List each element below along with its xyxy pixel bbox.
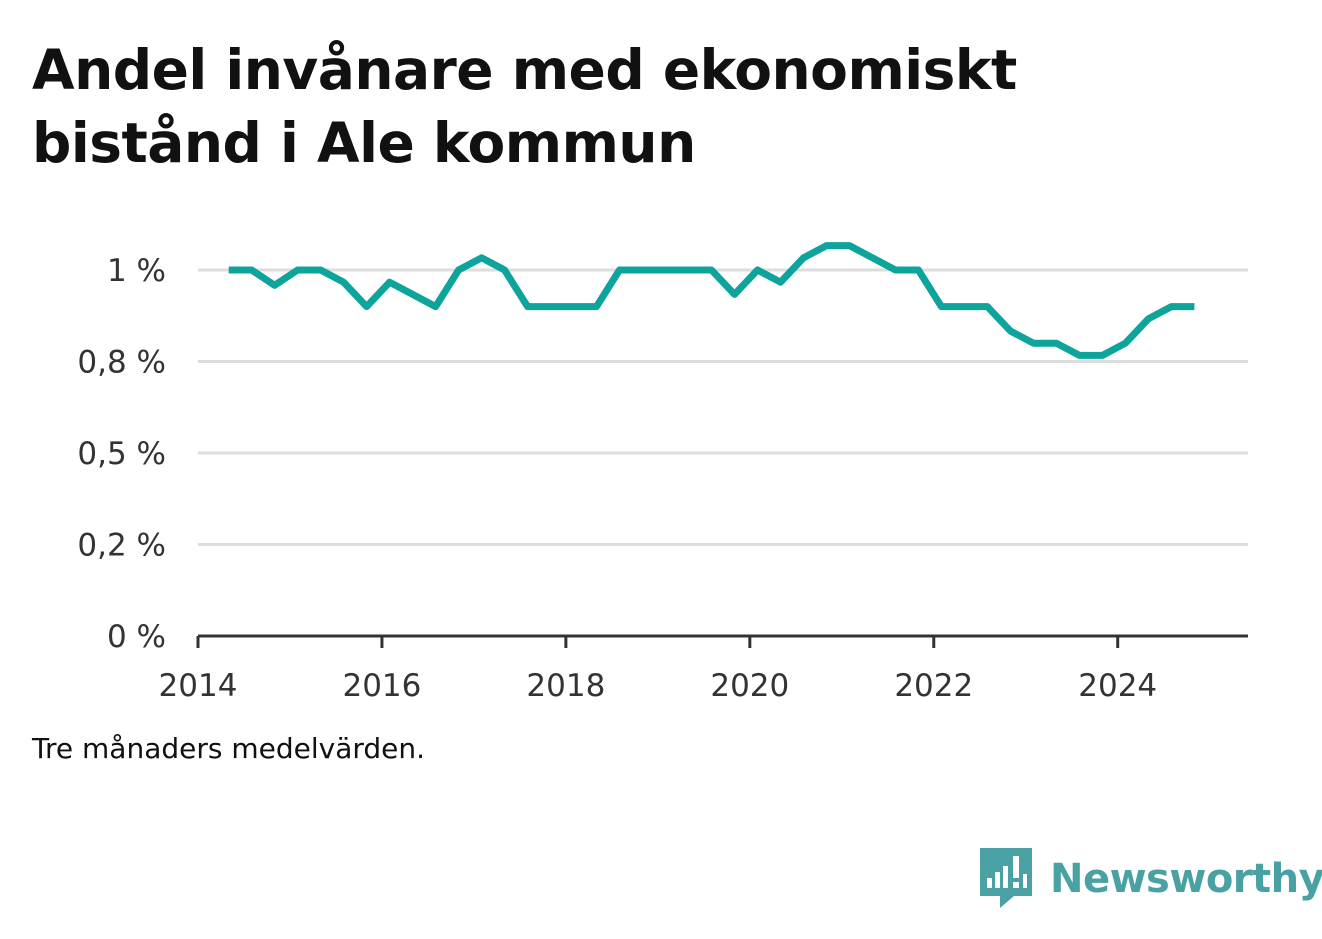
newsworthy-logo: Newsworthy xyxy=(980,848,1322,910)
chart-title: Andel invånare med ekonomiskt bistånd i … xyxy=(32,34,1182,180)
y-tick-label: 0 % xyxy=(107,619,166,655)
series-layer xyxy=(228,242,1195,359)
x-axis: 2014 2016 2018 2020 2022 2024 xyxy=(159,634,1248,704)
brand-name: Newsworthy xyxy=(1050,856,1322,902)
x-tick-label: 2018 xyxy=(526,668,605,704)
x-tick-label: 2024 xyxy=(1078,668,1157,704)
series-line xyxy=(228,242,1195,359)
chart-title-line-1: Andel invånare med ekonomiskt xyxy=(32,38,1017,102)
gridlines xyxy=(198,268,1248,546)
y-tick-label: 0,2 % xyxy=(77,528,166,564)
y-axis-tick-labels: 0 % 0,2 % 0,5 % 0,8 % 1 % xyxy=(77,253,166,655)
x-tick-label: 2022 xyxy=(894,668,973,704)
newsworthy-logo-icon xyxy=(980,848,1032,908)
chart-title-line-2: bistånd i Ale kommun xyxy=(32,111,696,175)
x-tick-label: 2020 xyxy=(710,668,789,704)
x-tick-label: 2016 xyxy=(342,668,421,704)
y-tick-label: 1 % xyxy=(107,253,166,289)
x-tick-label: 2014 xyxy=(159,668,238,704)
y-tick-label: 0,8 % xyxy=(77,345,166,381)
y-tick-label: 0,5 % xyxy=(77,436,166,472)
chart-caption: Tre månaders medelvärden. xyxy=(32,732,426,765)
